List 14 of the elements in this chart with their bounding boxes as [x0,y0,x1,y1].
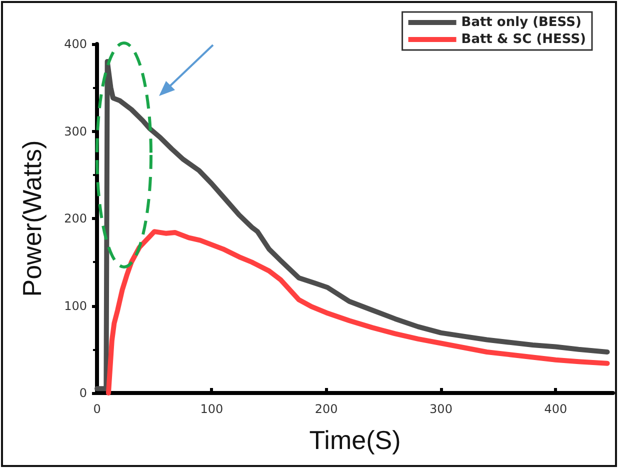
legend-label: Batt only (BESS) [461,15,582,30]
y-tick-label: 300 [64,124,87,138]
x-axis-title: Time(S) [309,425,401,455]
y-tick-label: 400 [64,37,87,51]
legend-label: Batt & SC (HESS) [461,32,586,47]
y-axis-title: Power(Watts) [17,140,47,297]
x-tick-label: 0 [93,402,101,416]
y-tick-label: 200 [64,212,87,226]
x-tick-label: 200 [314,402,338,416]
x-tick-label: 100 [200,402,224,416]
y-tick-label: 0 [79,386,87,400]
x-tick-label: 300 [430,402,452,416]
x-tick-label: 400 [544,402,568,416]
y-tick-label: 100 [64,298,87,313]
